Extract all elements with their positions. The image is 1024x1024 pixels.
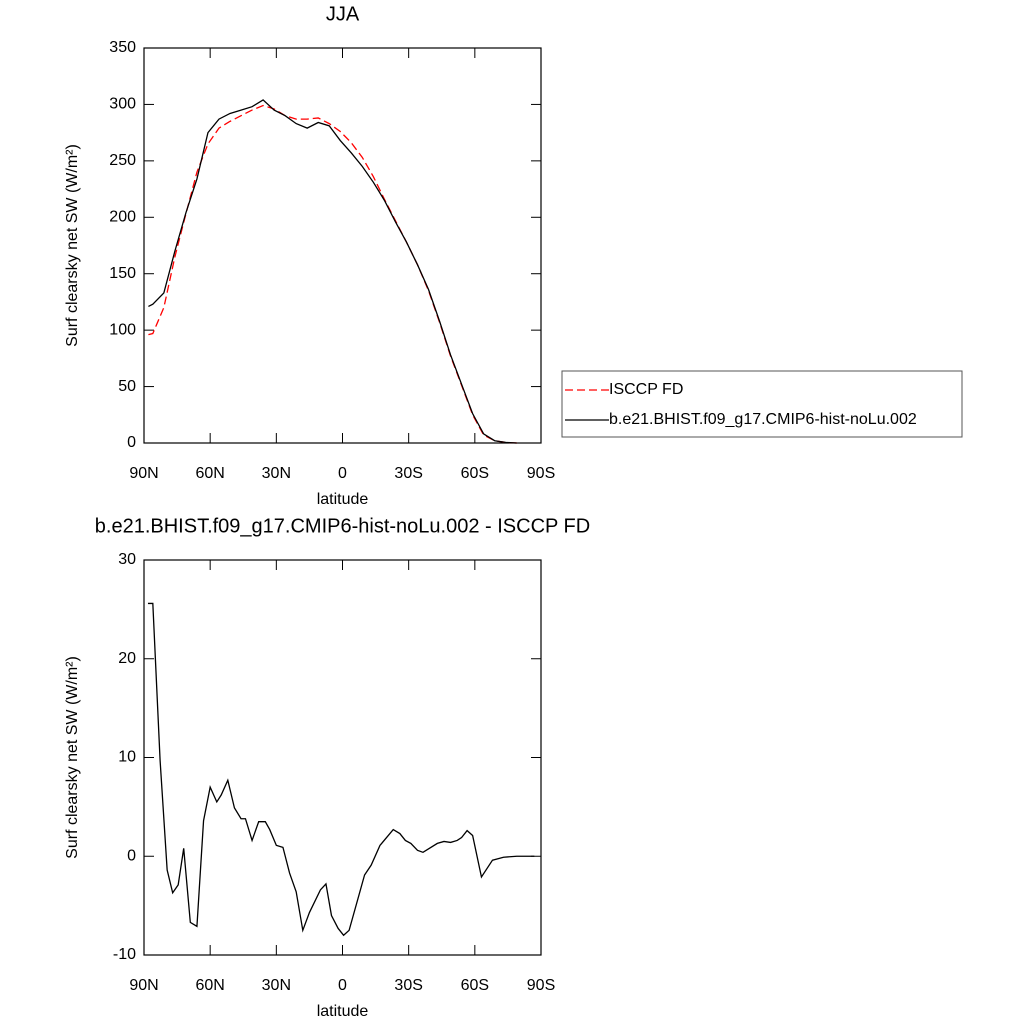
y-tick-label: 0 bbox=[127, 847, 136, 864]
y-tick-label: -10 bbox=[113, 946, 136, 963]
y-axis-label: Surf clearsky net SW (W/m²) bbox=[64, 144, 81, 347]
x-tick-label: 0 bbox=[338, 977, 347, 994]
x-tick-label: 30S bbox=[394, 977, 422, 994]
y-tick-label: 10 bbox=[118, 749, 136, 766]
legend-label: b.e21.BHIST.f09_g17.CMIP6-hist-noLu.002 bbox=[609, 411, 917, 428]
legend-label: ISCCP FD bbox=[609, 381, 683, 398]
chart-title: JJA bbox=[326, 3, 360, 25]
y-tick-label: 300 bbox=[109, 96, 136, 113]
data-line bbox=[148, 99, 517, 444]
legend-frame bbox=[561, 370, 963, 438]
x-tick-label: 60S bbox=[461, 465, 489, 482]
y-axis-label: Surf clearsky net SW (W/m²) bbox=[64, 656, 81, 859]
x-tick-label: 30N bbox=[262, 977, 291, 994]
x-axis-label: latitude bbox=[317, 491, 369, 508]
data-line bbox=[148, 104, 517, 444]
y-tick-label: 350 bbox=[109, 39, 136, 56]
y-tick-label: 20 bbox=[118, 650, 136, 667]
x-tick-label: 60N bbox=[195, 977, 224, 994]
x-tick-label: 90S bbox=[527, 465, 555, 482]
x-tick-label: 60S bbox=[461, 977, 489, 994]
plot-frame bbox=[143, 47, 542, 444]
y-tick-label: 0 bbox=[127, 434, 136, 451]
y-tick-label: 150 bbox=[109, 265, 136, 282]
y-tick-label: 30 bbox=[118, 551, 136, 568]
chart-title: b.e21.BHIST.f09_g17.CMIP6-hist-noLu.002 … bbox=[95, 515, 590, 537]
plot-frame bbox=[143, 559, 542, 956]
x-tick-label: 60N bbox=[195, 465, 224, 482]
y-tick-label: 100 bbox=[109, 321, 136, 338]
y-tick-label: 200 bbox=[109, 209, 136, 226]
data-line bbox=[147, 602, 535, 937]
x-axis-label: latitude bbox=[317, 1003, 369, 1020]
x-tick-label: 90S bbox=[527, 977, 555, 994]
x-tick-label: 30N bbox=[262, 465, 291, 482]
x-tick-label: 0 bbox=[338, 465, 347, 482]
x-tick-label: 90N bbox=[129, 977, 158, 994]
y-tick-label: 50 bbox=[118, 378, 136, 395]
x-tick-label: 30S bbox=[394, 465, 422, 482]
x-tick-label: 90N bbox=[129, 465, 158, 482]
y-tick-label: 250 bbox=[109, 152, 136, 169]
